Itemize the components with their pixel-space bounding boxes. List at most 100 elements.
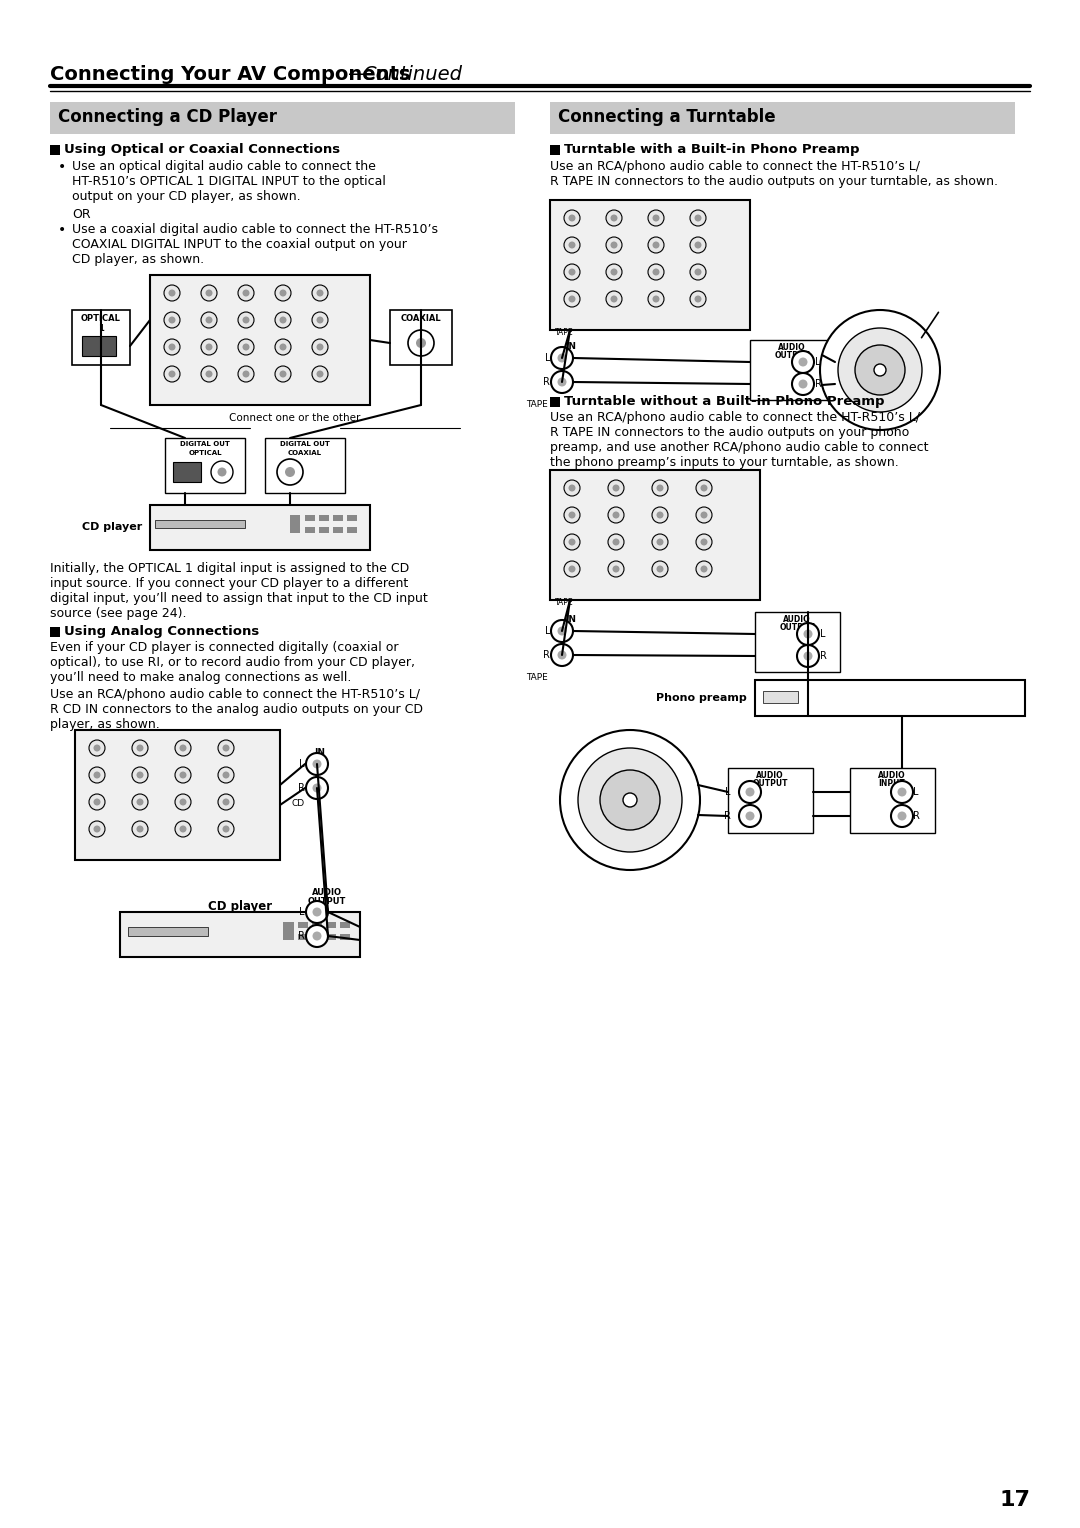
Circle shape: [694, 295, 702, 303]
Circle shape: [557, 651, 567, 660]
Circle shape: [179, 744, 187, 752]
Circle shape: [312, 312, 328, 329]
Text: CD player: CD player: [82, 523, 141, 532]
Circle shape: [610, 295, 618, 303]
Text: HT-R510’s OPTICAL 1 DIGITAL INPUT to the optical: HT-R510’s OPTICAL 1 DIGITAL INPUT to the…: [72, 176, 386, 188]
Circle shape: [694, 269, 702, 275]
Text: IN: IN: [565, 342, 576, 351]
Circle shape: [838, 329, 922, 413]
Circle shape: [652, 480, 669, 497]
Text: Connecting a Turntable: Connecting a Turntable: [558, 108, 775, 125]
Circle shape: [280, 344, 286, 350]
Circle shape: [238, 367, 254, 382]
Circle shape: [564, 533, 580, 550]
Circle shape: [568, 512, 576, 518]
Circle shape: [798, 379, 808, 388]
Text: L: L: [820, 630, 825, 639]
Circle shape: [175, 740, 191, 756]
Text: OUTPUT: OUTPUT: [780, 623, 814, 633]
Circle shape: [238, 286, 254, 301]
Circle shape: [275, 339, 291, 354]
Bar: [173, 461, 201, 481]
Circle shape: [280, 316, 286, 324]
Circle shape: [564, 480, 580, 497]
Text: R: R: [815, 379, 822, 390]
Circle shape: [132, 740, 148, 756]
Text: L: L: [544, 626, 550, 636]
Circle shape: [222, 799, 229, 805]
Text: CD player: CD player: [208, 900, 272, 914]
Circle shape: [218, 795, 234, 810]
Circle shape: [606, 290, 622, 307]
Text: Use an optical digital audio cable to connect the: Use an optical digital audio cable to co…: [72, 160, 376, 173]
Circle shape: [168, 344, 175, 350]
Text: AUDIO: AUDIO: [312, 888, 342, 897]
Text: output on your CD player, as shown.: output on your CD player, as shown.: [72, 189, 300, 203]
Bar: [550, 102, 1015, 134]
Circle shape: [568, 269, 576, 275]
Text: CD player, as shown.: CD player, as shown.: [72, 254, 204, 266]
Circle shape: [275, 367, 291, 382]
Circle shape: [175, 795, 191, 810]
Circle shape: [316, 370, 324, 377]
Circle shape: [551, 347, 573, 368]
Circle shape: [606, 264, 622, 280]
Bar: [340, 921, 350, 927]
Circle shape: [312, 784, 322, 793]
Bar: [550, 471, 760, 601]
Circle shape: [652, 507, 669, 523]
Circle shape: [891, 805, 913, 827]
Circle shape: [610, 269, 618, 275]
Bar: [120, 912, 360, 957]
Text: L: L: [299, 759, 305, 769]
Circle shape: [168, 316, 175, 324]
Circle shape: [179, 772, 187, 778]
Circle shape: [316, 316, 324, 324]
Text: Use a coaxial digital audio cable to connect the HT-R510’s: Use a coaxial digital audio cable to con…: [72, 223, 438, 235]
Circle shape: [745, 787, 755, 796]
Circle shape: [551, 643, 573, 666]
Text: TAPE: TAPE: [555, 329, 573, 338]
Circle shape: [89, 795, 105, 810]
Circle shape: [218, 740, 234, 756]
Circle shape: [312, 286, 328, 301]
Text: COAXIAL: COAXIAL: [288, 451, 322, 455]
Text: Connect one or the other: Connect one or the other: [229, 413, 361, 423]
Text: R: R: [820, 651, 827, 662]
Circle shape: [243, 370, 249, 377]
Circle shape: [164, 312, 180, 329]
Bar: [347, 515, 357, 521]
Bar: [305, 515, 315, 521]
Circle shape: [652, 295, 660, 303]
Circle shape: [557, 377, 567, 387]
Circle shape: [610, 241, 618, 249]
Circle shape: [557, 353, 567, 362]
Bar: [390, 310, 453, 365]
Circle shape: [205, 316, 213, 324]
Bar: [75, 730, 280, 860]
Text: L: L: [299, 908, 305, 917]
Circle shape: [275, 312, 291, 329]
Circle shape: [164, 367, 180, 382]
Circle shape: [312, 759, 322, 769]
Bar: [150, 504, 370, 550]
Circle shape: [164, 339, 180, 354]
Circle shape: [608, 507, 624, 523]
Bar: [755, 680, 1025, 717]
Text: L: L: [726, 787, 731, 798]
Bar: [550, 145, 561, 154]
Circle shape: [606, 209, 622, 226]
Bar: [129, 927, 208, 937]
Bar: [850, 769, 935, 833]
Bar: [319, 527, 329, 533]
Circle shape: [652, 214, 660, 222]
Circle shape: [243, 344, 249, 350]
Circle shape: [568, 241, 576, 249]
Text: the phono preamp’s inputs to your turntable, as shown.: the phono preamp’s inputs to your turnta…: [550, 455, 899, 469]
Circle shape: [657, 565, 663, 573]
Circle shape: [312, 932, 322, 941]
Circle shape: [175, 767, 191, 782]
Circle shape: [648, 209, 664, 226]
Text: Use an RCA/phono audio cable to connect the HT-R510’s L/: Use an RCA/phono audio cable to connect …: [50, 688, 420, 701]
Circle shape: [136, 799, 144, 805]
